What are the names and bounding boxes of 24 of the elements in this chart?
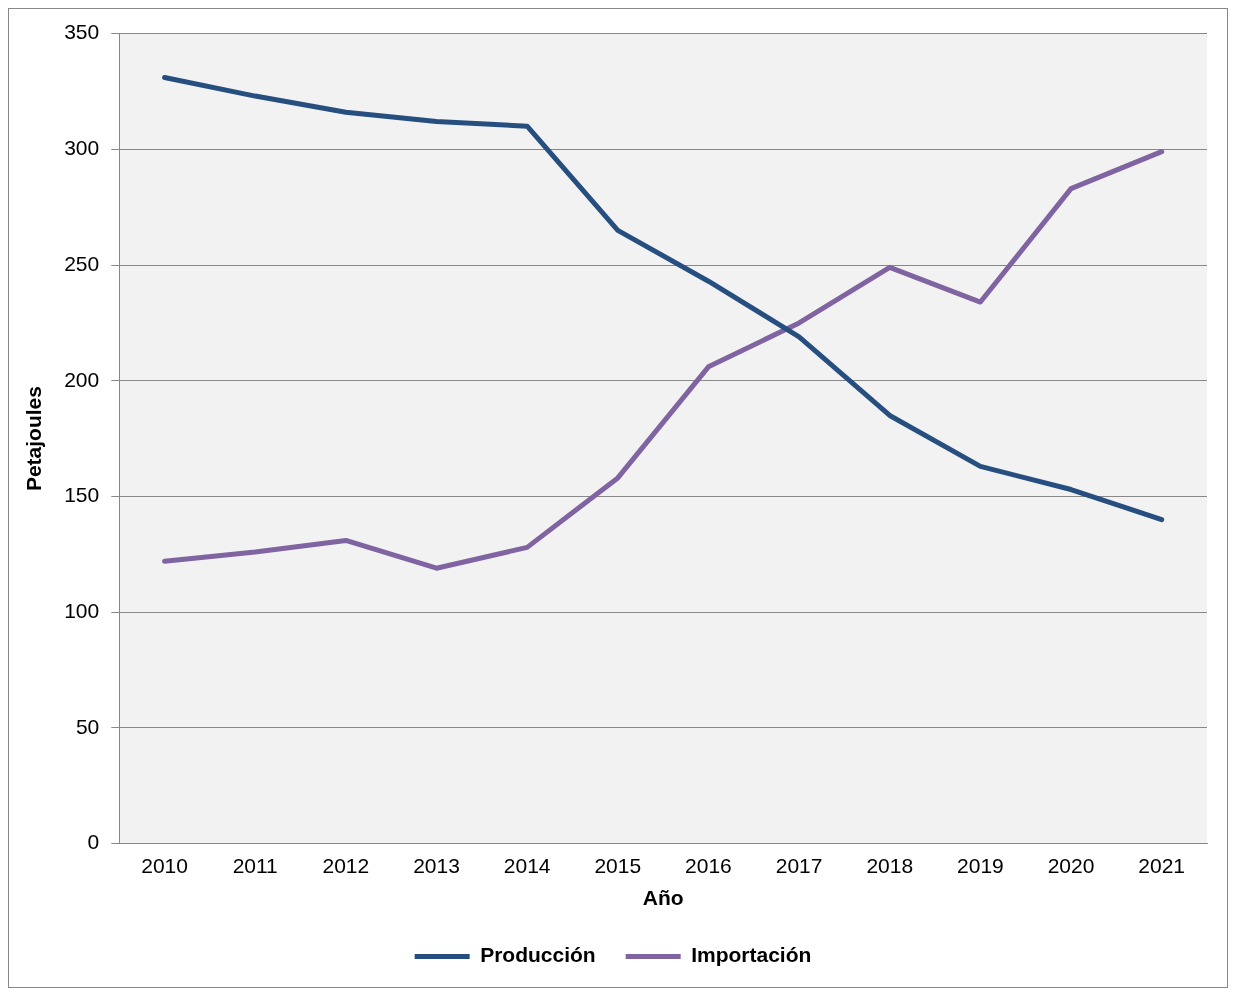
x-tick-label: 2016 xyxy=(685,854,732,877)
x-axis-title: Año xyxy=(642,886,684,910)
x-tick-label: 2021 xyxy=(1138,854,1186,877)
y-tick-label: 350 xyxy=(64,20,100,44)
y-tick-label: 0 xyxy=(87,830,100,854)
y-tick-label: 50 xyxy=(75,714,100,738)
x-tick-label: 2011 xyxy=(232,854,278,877)
x-tick-label: 2010 xyxy=(141,854,188,877)
x-tick-label: 2015 xyxy=(594,854,642,877)
y-tick-label: 200 xyxy=(64,367,100,391)
x-tick-label: 2012 xyxy=(322,854,370,877)
legend-label: Importación xyxy=(691,943,812,967)
y-tick-label: 300 xyxy=(64,136,100,160)
x-tick-label: 2018 xyxy=(866,854,914,877)
legend-label: Producción xyxy=(480,943,596,967)
y-tick-label: 150 xyxy=(64,483,100,507)
y-axis-title: Petajoules xyxy=(22,386,46,492)
x-tick-label: 2017 xyxy=(775,854,823,877)
y-tick-label: 250 xyxy=(64,251,100,275)
x-tick-label: 2014 xyxy=(503,854,551,877)
x-tick-label: 2019 xyxy=(957,854,1004,877)
x-tick-label: 2013 xyxy=(413,854,460,877)
x-tick-label: 2020 xyxy=(1047,854,1095,877)
y-tick-label: 100 xyxy=(64,598,100,622)
